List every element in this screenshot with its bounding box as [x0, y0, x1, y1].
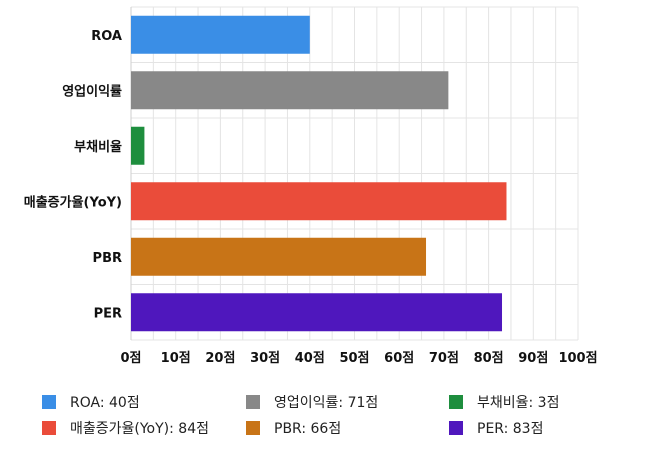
bar	[131, 71, 449, 110]
category-label: ROA	[91, 29, 122, 44]
bar	[131, 293, 503, 332]
bar	[131, 182, 507, 221]
x-tick-labels: 0점 10점 20점 30점 40점 50점 60점 70점 80점 90점 100점	[120, 351, 597, 366]
category-label: 영업이익률	[62, 83, 122, 99]
category-label: 부채비율	[74, 139, 122, 155]
legend-swatch	[246, 421, 260, 435]
x-tick-label: 0점	[120, 351, 141, 366]
legend-swatch	[42, 421, 56, 435]
legend-swatch	[449, 395, 463, 409]
bars	[131, 15, 507, 332]
category-label: PBR	[93, 251, 122, 266]
legend-item-revenue-growth: 매출증가율(YoY): 84점	[42, 418, 209, 438]
x-tick-label: 20점	[205, 351, 235, 366]
legend-swatch	[246, 395, 260, 409]
bar	[131, 15, 310, 54]
grid-lines	[130, 6, 579, 341]
x-tick-label: 10점	[161, 351, 191, 366]
x-tick-label: 100점	[558, 351, 597, 366]
x-tick-label: 70점	[429, 351, 459, 366]
legend-label: 영업이익률: 71점	[274, 395, 379, 411]
legend-label: ROA: 40점	[70, 395, 140, 411]
bar	[131, 126, 145, 165]
x-tick-label: 90점	[518, 351, 548, 366]
legend-swatch	[42, 395, 56, 409]
legend-item-per: PER: 83점	[449, 418, 543, 438]
category-label: PER	[94, 306, 122, 321]
x-tick-label: 50점	[339, 351, 369, 366]
legend-label: PER: 83점	[477, 421, 544, 437]
x-tick-label: 60점	[384, 351, 414, 366]
x-tick-label: 30점	[250, 351, 280, 366]
x-tick-label: 80점	[474, 351, 504, 366]
legend-item-operating-margin: 영업이익률: 71점	[246, 392, 378, 412]
bar	[131, 237, 427, 276]
legend-label: 부채비율: 3점	[477, 395, 560, 411]
legend-label: PBR: 66점	[274, 421, 342, 437]
legend-item-roa: ROA: 40점	[42, 392, 140, 412]
legend: ROA: 40점 영업이익률: 71점 부채비율: 3점 매출증가율(YoY):…	[0, 388, 650, 450]
legend-item-debt-ratio: 부채비율: 3점	[449, 392, 559, 412]
legend-swatch	[449, 421, 463, 435]
x-tick-label: 40점	[295, 351, 325, 366]
category-label: 매출증가율(YoY)	[24, 194, 122, 210]
legend-item-pbr: PBR: 66점	[246, 418, 341, 438]
legend-label: 매출증가율(YoY): 84점	[70, 421, 209, 437]
